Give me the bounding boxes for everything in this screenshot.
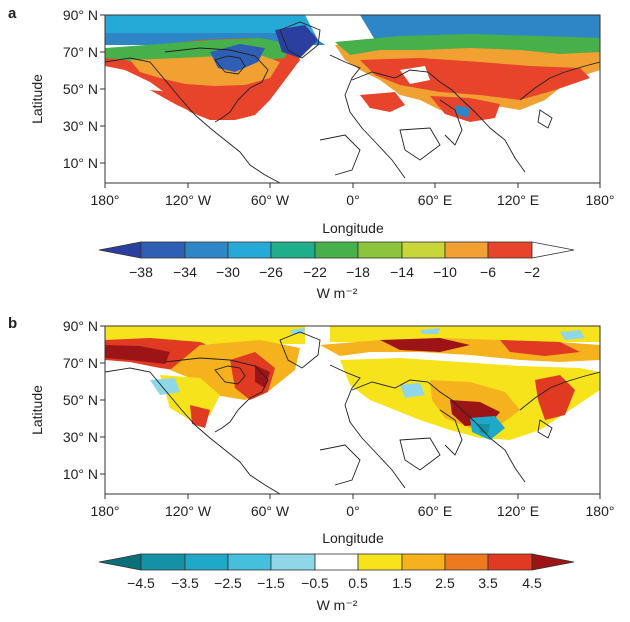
ticks-a — [100, 14, 601, 188]
lon-tick-b-120e: 120° E — [497, 503, 539, 519]
colorbar-b-bin — [184, 553, 229, 571]
colorbar-a-tick: −30 — [216, 264, 240, 280]
lon-tick-a-120w: 120° W — [165, 192, 212, 208]
ylabel-b: Latitude — [29, 385, 45, 435]
map-b-field — [105, 326, 600, 440]
ylabel-a: Latitude — [29, 74, 45, 124]
lat-tick-b-50: 50° N — [63, 392, 98, 408]
lat-tick-b-10: 10° N — [63, 466, 98, 482]
colorbar-b: −4.5 −3.5 −2.5 −1.5 −0.5 0.5 1.5 2.5 3.5… — [98, 553, 575, 613]
colorbar-b-bin — [314, 553, 359, 571]
lon-tick-b-60w: 60° W — [251, 503, 290, 519]
colorbar-b-right-arrow — [531, 553, 575, 571]
colorbar-b-tick: 4.5 — [522, 575, 542, 591]
colorbar-b-bin — [487, 553, 533, 571]
colorbar-b-bin — [444, 553, 489, 571]
lon-tick-a-60w: 60° W — [251, 192, 290, 208]
ticks-b — [100, 325, 601, 499]
lat-tick-a-30: 30° N — [63, 118, 98, 134]
colorbar-a-tick: −10 — [433, 264, 457, 280]
map-a — [104, 14, 601, 184]
colorbar-a-bin — [270, 241, 316, 259]
colorbar-a-bin — [227, 241, 272, 259]
colorbar-a-tick: −26 — [259, 264, 283, 280]
colorbar-a-bin — [401, 241, 446, 259]
colorbar-b-bin — [401, 553, 446, 571]
colorbar-a-left-arrow — [98, 241, 142, 259]
colorbar-b-left-arrow — [98, 553, 142, 571]
colorbar-a-tick: −34 — [173, 264, 197, 280]
panel-a-letter: a — [8, 5, 17, 22]
lat-tick-a-50: 50° N — [63, 81, 98, 97]
colorbar-a-bin — [444, 241, 489, 259]
colorbar-b-bin — [270, 553, 316, 571]
lon-tick-a-120e: 120° E — [497, 192, 539, 208]
colorbar-a-tick: −22 — [303, 264, 327, 280]
colorbar-b-tick: 2.5 — [435, 575, 455, 591]
colorbar-b-tick: 0.5 — [348, 575, 368, 591]
colorbar-b-tick: −1.5 — [257, 575, 285, 591]
xlabel-b: Longitude — [322, 530, 384, 546]
lon-tick-a-180e: 180° — [586, 192, 615, 208]
colorbar-b-bin — [227, 553, 272, 571]
colorbar-a-tick: −14 — [390, 264, 414, 280]
colorbar-b-tick: −2.5 — [214, 575, 242, 591]
map-b — [104, 325, 601, 495]
colorbar-a-tick: −6 — [480, 264, 496, 280]
colorbar-a-unit: W m⁻² — [317, 285, 358, 301]
lon-tick-a-180w: 180° — [91, 192, 120, 208]
lon-tick-b-180e: 180° — [586, 503, 615, 519]
lat-tick-a-90: 90° N — [63, 7, 98, 23]
map-b-coastlines — [105, 331, 600, 494]
colorbar-a-right-arrow — [531, 241, 575, 259]
colorbar-b-tick: 1.5 — [392, 575, 412, 591]
colorbar-b-tick: −4.5 — [127, 575, 155, 591]
lon-tick-a-60e: 60° E — [418, 192, 452, 208]
lon-tick-b-120w: 120° W — [165, 503, 212, 519]
colorbar-b-bin — [140, 553, 186, 571]
lat-tick-a-10: 10° N — [63, 155, 98, 171]
colorbar-a-bin — [487, 241, 533, 259]
colorbar-b-bin — [357, 553, 403, 571]
colorbar-a-bin — [184, 241, 229, 259]
colorbar-a-tick: −2 — [524, 264, 540, 280]
colorbar-a: −38 −34 −30 −26 −22 −18 −14 −10 −6 −2 W … — [98, 241, 575, 301]
lon-tick-a-0: 0° — [346, 192, 359, 208]
colorbar-a-bin — [357, 241, 403, 259]
xlabel-a: Longitude — [322, 220, 384, 236]
lat-tick-b-30: 30° N — [63, 429, 98, 445]
axis-a-labels: Latitude 90° N 70° N 50° N 30° N 10° N 1… — [29, 7, 614, 236]
colorbar-a-tick: −18 — [346, 264, 370, 280]
colorbar-a-bin — [314, 241, 359, 259]
colorbar-b-tick: −3.5 — [171, 575, 199, 591]
colorbar-b-unit: W m⁻² — [317, 597, 358, 613]
colorbar-b-tick: 3.5 — [478, 575, 498, 591]
lon-tick-b-180w: 180° — [91, 503, 120, 519]
lon-tick-b-60e: 60° E — [418, 503, 452, 519]
panel-b-letter: b — [8, 315, 18, 332]
colorbar-a-bin — [140, 241, 186, 259]
axis-b-labels: Latitude 90° N 70° N 50° N 30° N 10° N 1… — [29, 318, 614, 546]
lat-tick-b-70: 70° N — [63, 355, 98, 371]
map-a-coastlines — [105, 21, 600, 183]
lon-tick-b-0: 0° — [346, 503, 359, 519]
lat-tick-b-90: 90° N — [63, 318, 98, 334]
lat-tick-a-70: 70° N — [63, 44, 98, 60]
colorbar-a-tick: −38 — [129, 264, 153, 280]
colorbar-b-tick: −0.5 — [301, 575, 329, 591]
